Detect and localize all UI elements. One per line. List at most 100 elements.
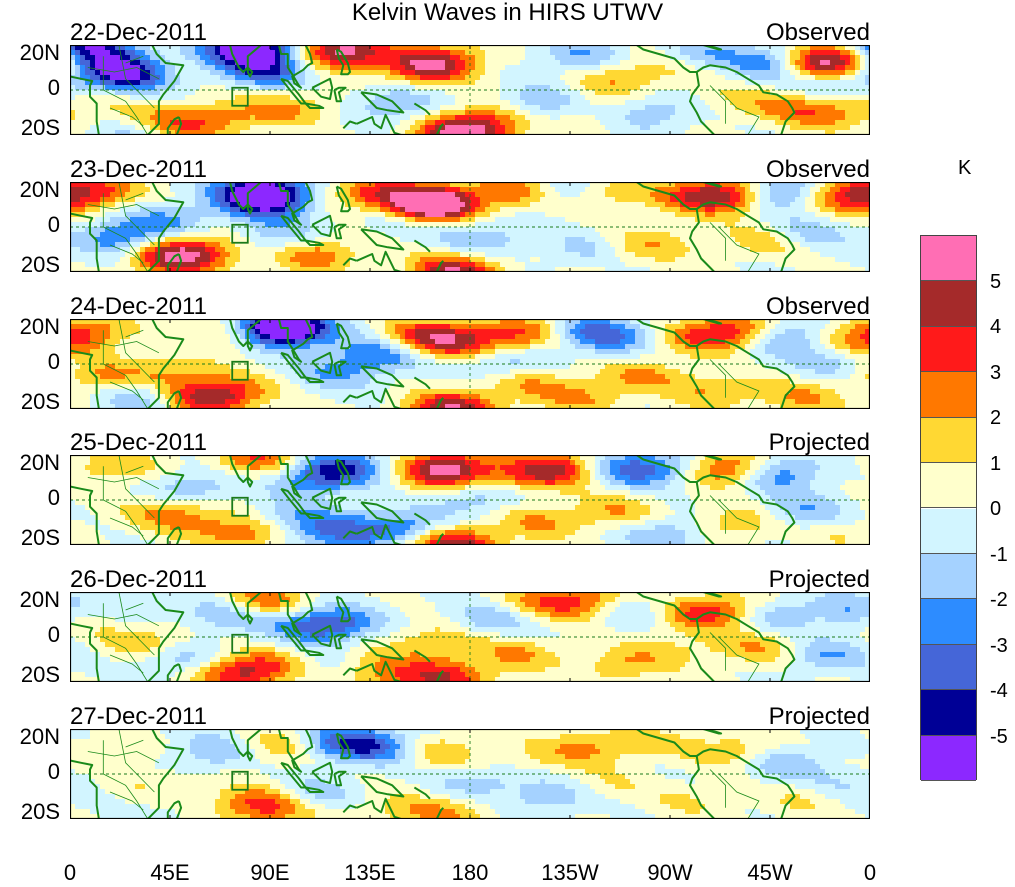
coastline <box>304 102 325 109</box>
panel-date: 22-Dec-2011 <box>70 19 207 46</box>
coastline <box>356 523 402 545</box>
coastline <box>360 501 405 524</box>
coastline <box>147 45 185 135</box>
coastline <box>333 86 347 103</box>
coastline <box>703 592 723 598</box>
coastline <box>277 455 314 499</box>
coastline <box>311 77 334 100</box>
panel-status-label: Observed <box>765 156 870 183</box>
country-border <box>118 592 155 656</box>
coastline <box>335 185 351 213</box>
x-tick-label: 90W <box>647 860 693 885</box>
coastline <box>360 365 405 388</box>
country-border <box>87 204 160 217</box>
colorbar-label: -3 <box>990 635 1008 657</box>
coastline <box>246 203 254 215</box>
coastline <box>304 239 325 246</box>
country-border <box>709 495 726 534</box>
lat-tick-label: 20N <box>19 724 60 749</box>
coastline <box>435 670 445 682</box>
country-border <box>118 319 155 383</box>
country-border <box>125 192 144 201</box>
coastline <box>342 120 358 130</box>
colorbar-cell <box>921 553 976 600</box>
coastline <box>147 319 185 409</box>
anomaly-field <box>70 319 870 409</box>
coastline <box>342 530 358 540</box>
coastline <box>413 376 431 390</box>
coastline <box>70 45 100 135</box>
colorbar-label: 0 <box>990 498 1002 520</box>
coastline <box>636 592 716 682</box>
coastline <box>696 64 796 135</box>
coastline <box>435 397 445 409</box>
coastline <box>435 260 445 272</box>
country-border <box>709 85 726 124</box>
coastline <box>277 182 314 226</box>
colorbar-label: 2 <box>990 407 1002 429</box>
coastline <box>229 182 262 210</box>
country-border <box>125 739 144 748</box>
coastline <box>229 729 262 757</box>
colorbar-label: -4 <box>990 680 1008 702</box>
country-border <box>102 330 149 409</box>
lat-tick-label: 0 <box>47 485 60 510</box>
coastline <box>246 613 254 625</box>
coastline <box>696 201 796 272</box>
map-panel: 23-Dec-2011 Observed 20N 0 20S <box>0 158 880 276</box>
coastline <box>342 667 358 677</box>
lat-tick-label: 20N <box>19 314 60 339</box>
map-panel: 25-Dec-2011 Projected 20N 0 20S <box>0 431 880 549</box>
map-panel: 27-Dec-2011 Projected 20N 0 20S <box>0 705 880 823</box>
country-border <box>102 740 149 819</box>
map-panel: 24-Dec-2011 Observed 20N 0 20S <box>0 295 880 413</box>
country-border <box>125 465 144 474</box>
country-border <box>109 791 144 811</box>
panel-status-label: Projected <box>768 429 870 456</box>
lat-tick-label: 20N <box>19 177 60 202</box>
coastline <box>333 496 347 513</box>
country-border <box>118 729 155 793</box>
country-border <box>718 499 760 545</box>
lat-tick-label: 20S <box>20 799 60 824</box>
coastline <box>166 800 183 819</box>
colorbar-label: 5 <box>990 271 1002 293</box>
coastline <box>703 729 723 735</box>
country-border <box>109 244 144 264</box>
x-axis: 0 45E 90E 135E 180 135W 90W 45W 0 <box>0 862 1015 887</box>
coastline <box>360 638 405 661</box>
x-tick-label: 90E <box>250 860 290 885</box>
coastline <box>311 624 334 647</box>
coastline <box>166 253 183 272</box>
lat-tick-label: 20S <box>20 115 60 140</box>
country-border <box>709 359 726 398</box>
anomaly-field <box>70 45 870 135</box>
country-border <box>102 603 149 682</box>
country-border <box>125 602 144 611</box>
coastline <box>413 786 431 800</box>
panel-date: 24-Dec-2011 <box>70 293 207 320</box>
colorbar-cell <box>921 372 976 418</box>
lat-tick-label: 20S <box>20 662 60 687</box>
lat-tick-label: 0 <box>47 75 60 100</box>
coastline <box>335 732 351 760</box>
panel-date: 23-Dec-2011 <box>70 156 207 183</box>
coastline <box>277 45 314 89</box>
coastline <box>342 257 358 267</box>
country-border <box>125 329 144 338</box>
coastline <box>703 182 723 188</box>
coastline <box>636 455 716 545</box>
anomaly-map <box>70 455 870 545</box>
coastline <box>311 761 334 784</box>
coastline <box>356 660 402 682</box>
lat-tick-label: 20N <box>19 587 60 612</box>
coastline <box>229 455 262 483</box>
map-panel: 22-Dec-2011 Observed 20N 0 20S <box>0 21 880 139</box>
coastline <box>356 797 402 819</box>
colorbar-label: -5 <box>990 726 1008 748</box>
coastline <box>304 649 325 656</box>
coastline <box>703 319 723 325</box>
coastline <box>277 729 314 773</box>
coastline <box>70 729 100 819</box>
x-tick-label: 180 <box>451 860 489 885</box>
